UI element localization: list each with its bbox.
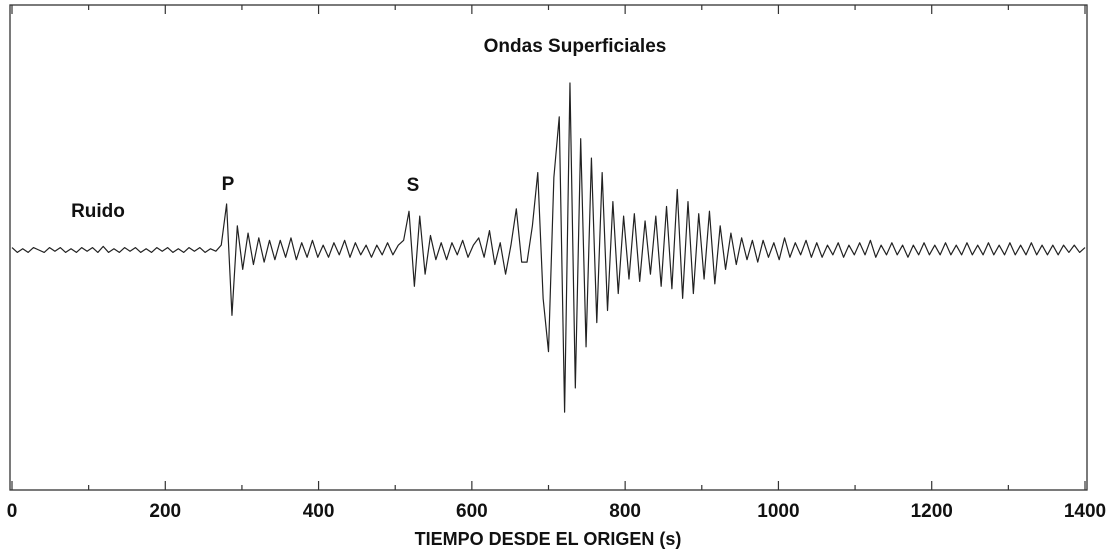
annotation: Ondas Superficiales — [484, 36, 667, 57]
waveform — [11, 82, 1086, 413]
x-tick-label: 1400 — [1064, 501, 1106, 522]
x-tick-label: 600 — [456, 501, 488, 522]
x-tick-label: 0 — [7, 501, 18, 522]
x-tick-label: 800 — [609, 501, 641, 522]
x-tick-label: 1000 — [757, 501, 799, 522]
annotation: P — [222, 174, 235, 195]
x-axis-label: TIEMPO DESDE EL ORIGEN (s) — [415, 529, 682, 549]
annotation: Ruido — [71, 201, 125, 222]
x-tick-label: 400 — [303, 501, 335, 522]
plot-frame — [9, 4, 1088, 491]
x-tick-label: 200 — [149, 501, 181, 522]
annotation: S — [407, 175, 420, 196]
x-tick-label: 1200 — [911, 501, 953, 522]
